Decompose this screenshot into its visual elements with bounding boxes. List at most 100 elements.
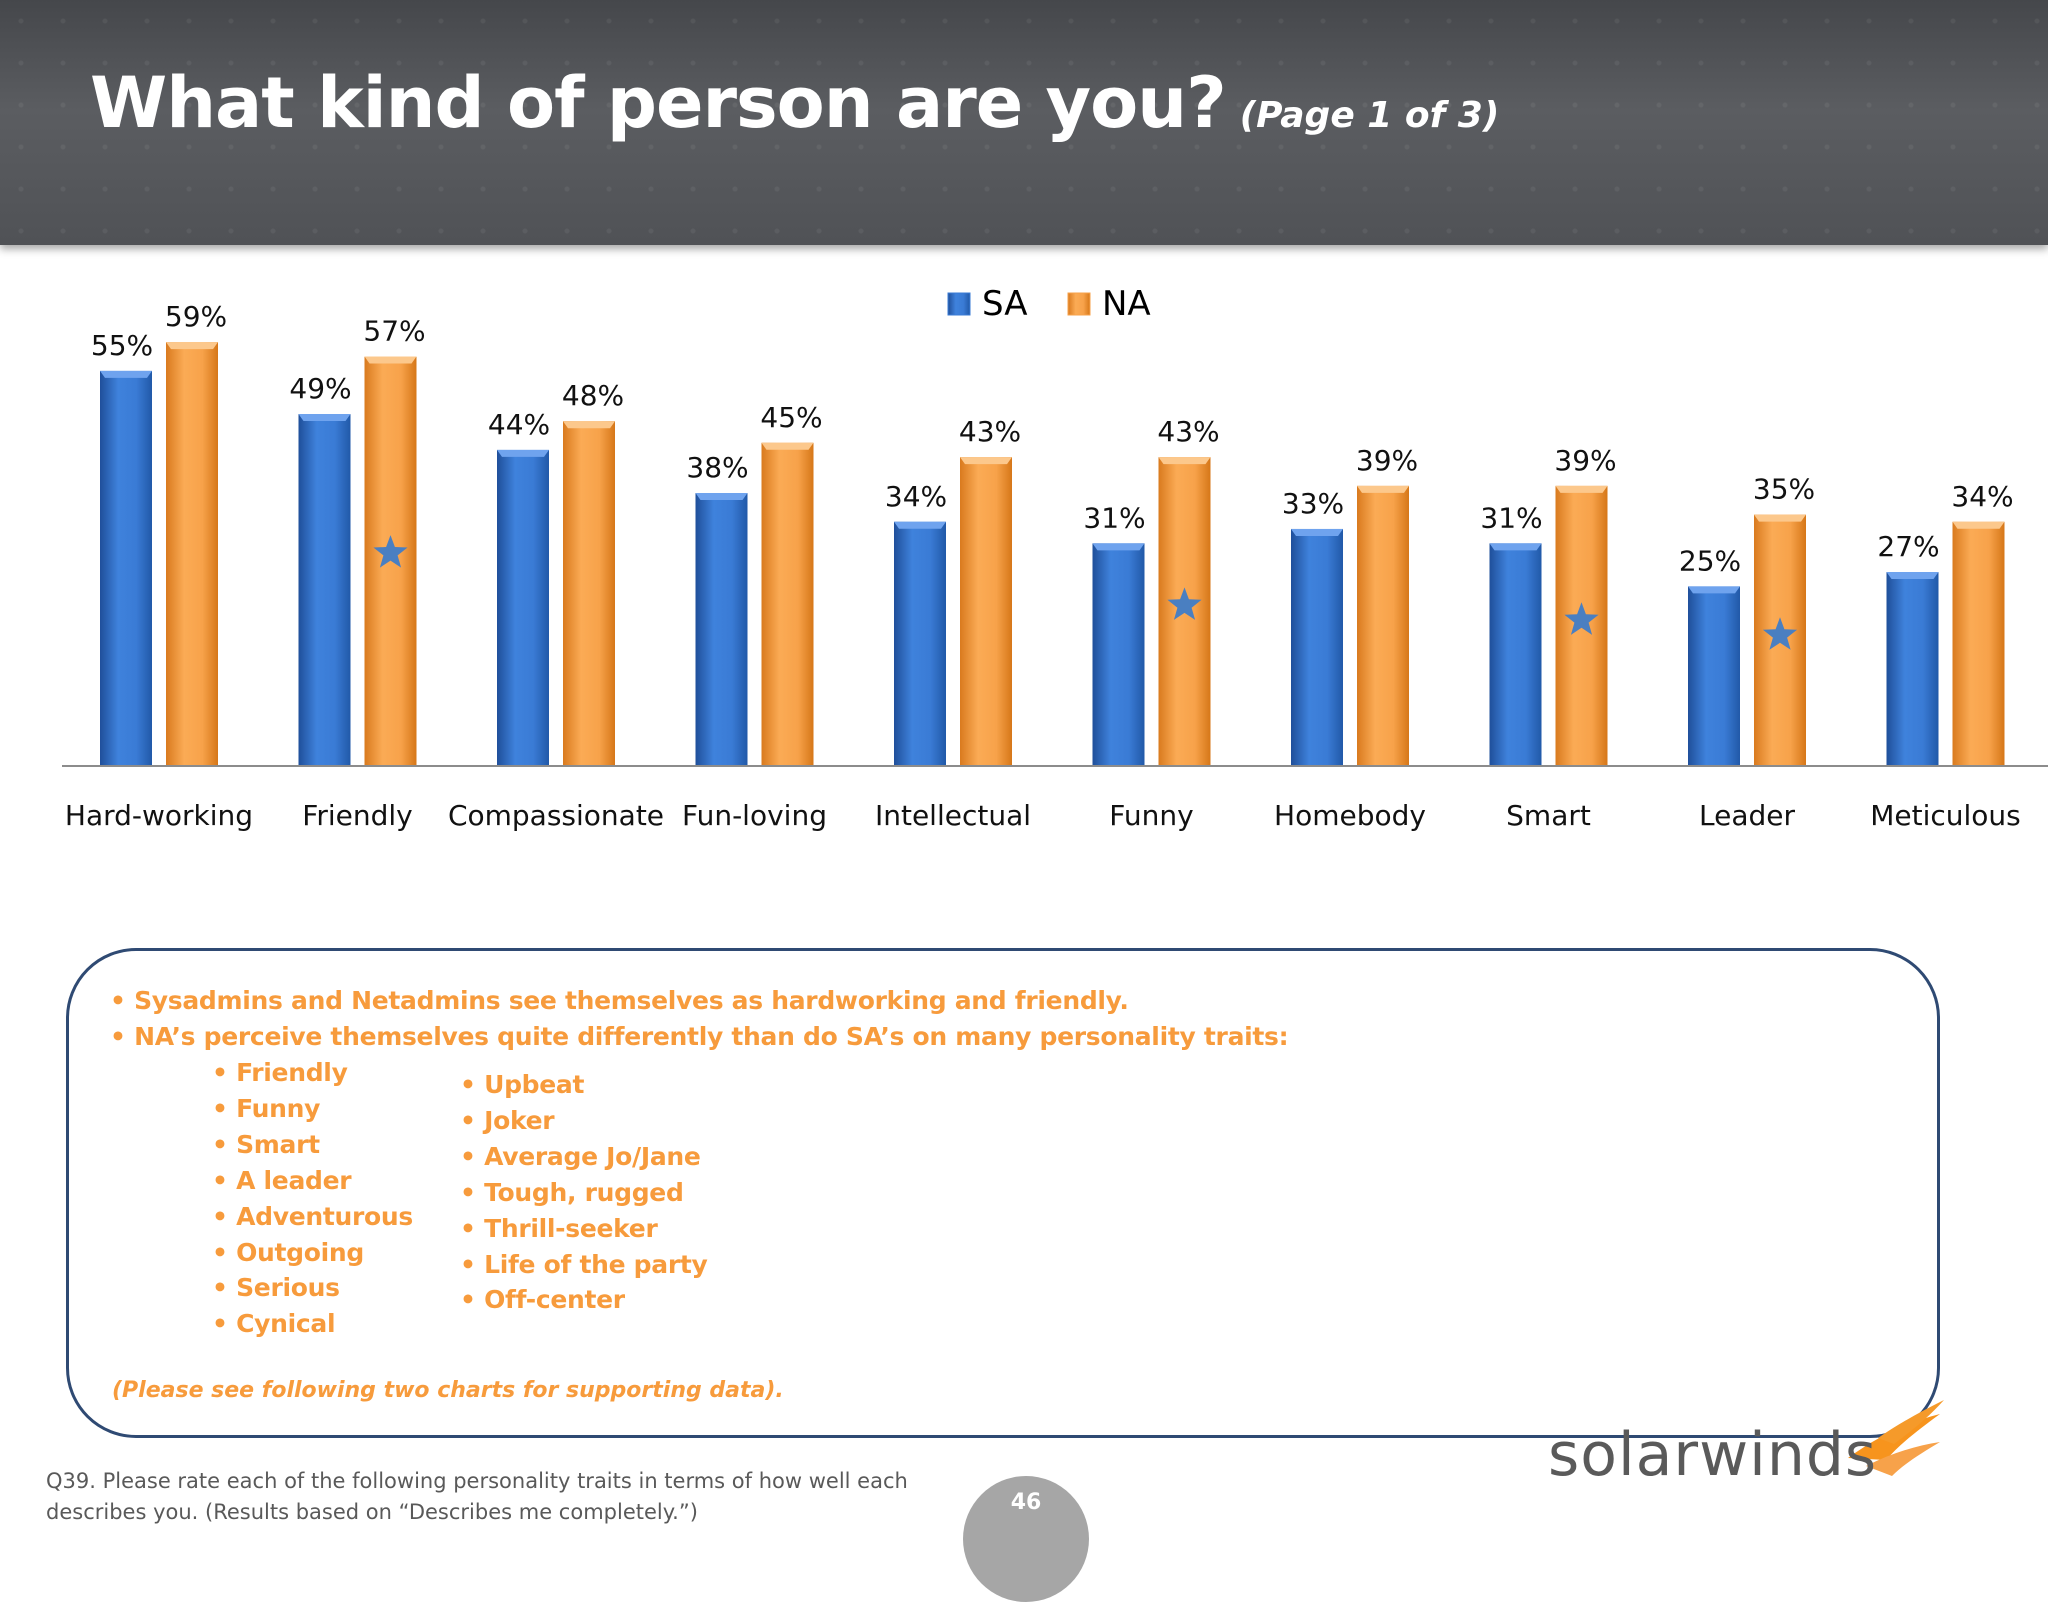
category-label-friendly: Friendly (302, 799, 412, 832)
bar-sa-fun-loving (695, 493, 748, 766)
value-label-na-intellectual: 43% (959, 415, 1021, 448)
bar-na-intellectual (960, 457, 1012, 766)
bar-cap-na-intellectual (960, 457, 1012, 465)
title-text: What kind of person are you? (90, 62, 1227, 144)
bar-cap-sa-meticulous (1886, 572, 1939, 580)
bar-cap-sa-friendly (298, 414, 351, 422)
category-label-homebody: Homebody (1274, 799, 1426, 832)
value-label-sa-intellectual: 34% (885, 480, 947, 513)
bar-cap-na-friendly (364, 356, 417, 364)
value-label-na-homebody: 39% (1356, 444, 1418, 477)
bar-cap-na-meticulous (1952, 521, 2005, 529)
bar-sa-leader (1688, 586, 1740, 766)
bar-na-compassionate (563, 421, 615, 766)
bar-sa-compassionate (497, 449, 549, 766)
bar-cap-sa-funny (1092, 543, 1145, 551)
page-number: 46 (1010, 1490, 1042, 1515)
finding-line-2: • NA’s perceive themselves quite differe… (110, 1022, 1289, 1051)
bar-cap-na-smart (1555, 485, 1608, 493)
bar-cap-sa-compassionate (497, 449, 549, 457)
title-banner: What kind of person are you? (Page 1 of 3… (0, 0, 2048, 245)
trait-left-item-3: • Smart (212, 1129, 320, 1159)
value-label-sa-leader: 25% (1679, 544, 1741, 577)
legend-swatch-sa (947, 292, 971, 316)
question-line-1: Q39. Please rate each of the following p… (46, 1469, 908, 1493)
legend-label-sa: SA (982, 284, 1027, 324)
trait-right-item-7: • Off-center (460, 1285, 625, 1315)
finding-line-1: • Sysadmins and Netadmins see themselves… (110, 986, 1129, 1015)
bar-cap-sa-fun-loving (695, 493, 748, 501)
bar-na-homebody (1357, 485, 1409, 766)
value-label-sa-hard-working: 55% (91, 329, 153, 362)
trait-right-item-3: • Average Jo/Jane (460, 1141, 701, 1171)
bar-cap-na-fun-loving (761, 442, 814, 450)
bar-sa-meticulous (1886, 572, 1939, 766)
significance-star-icon (1167, 587, 1202, 620)
value-label-sa-homebody: 33% (1282, 487, 1344, 520)
supporting-data-note: (Please see following two charts for sup… (112, 1378, 784, 1403)
trait-left-item-2: • Funny (212, 1093, 321, 1123)
bar-chart: SA NA 55% 59% 49% 57% 44% 48% 38% 45% 34% 43% 31% 43… (62, 284, 2048, 832)
value-label-na-funny: 43% (1157, 415, 1219, 448)
category-label-hard-working: Hard-working (65, 799, 253, 832)
trait-left-item-5: • Adventurous (212, 1201, 414, 1231)
category-label-intellectual: Intellectual (875, 799, 1031, 832)
findings-callout-box (66, 948, 1940, 1438)
significance-star-icon (373, 535, 408, 568)
value-label-na-meticulous: 34% (1951, 480, 2013, 513)
question-line-2: describes you. (Results based on “Descri… (46, 1500, 698, 1524)
value-label-na-friendly: 57% (363, 315, 425, 348)
bar-cap-sa-leader (1688, 586, 1740, 594)
bar-sa-homebody (1291, 528, 1343, 766)
trait-left-item-7: • Serious (212, 1273, 340, 1303)
value-label-na-fun-loving: 45% (760, 401, 822, 434)
banner-texture (0, 0, 2048, 245)
category-label-fun-loving: Fun-loving (682, 799, 827, 832)
bar-cap-na-leader (1754, 514, 1806, 522)
bar-na-hard-working (166, 342, 218, 766)
significance-star-icon (1564, 602, 1599, 635)
trait-right-item-4: • Tough, rugged (460, 1177, 684, 1207)
value-label-na-smart: 39% (1554, 444, 1616, 477)
bar-cap-na-funny (1158, 457, 1211, 465)
bar-na-fun-loving (761, 442, 814, 766)
trait-right-item-6: • Life of the party (460, 1249, 708, 1279)
slide-title: What kind of person are you? (Page 1 of 3… (90, 62, 1499, 144)
slide-subtitle: (Page 1 of 3) (1239, 95, 1500, 136)
trait-right-item-1: • Upbeat (460, 1070, 585, 1099)
significance-star-icon (1762, 617, 1798, 650)
bar-na-meticulous (1952, 521, 2005, 766)
trait-left-item-4: • A leader (212, 1165, 352, 1195)
solarwinds-logo-text: solarwinds (1548, 1420, 1878, 1490)
value-label-sa-smart: 31% (1480, 501, 1542, 534)
bar-na-friendly (364, 356, 417, 766)
trait-right-item-5: • Thrill-seeker (460, 1213, 658, 1243)
bar-cap-na-homebody (1357, 485, 1409, 493)
bar-cap-sa-homebody (1291, 528, 1343, 536)
category-label-funny: Funny (1109, 799, 1193, 832)
trait-left-item-8: • Cynical (212, 1309, 336, 1339)
bar-cap-sa-intellectual (894, 521, 946, 529)
chart-legend: SA NA (947, 284, 1151, 324)
trait-right-item-2: • Joker (460, 1105, 555, 1135)
value-label-na-compassionate: 48% (562, 379, 624, 412)
solarwinds-logo-icon (1848, 1400, 1944, 1476)
value-label-sa-friendly: 49% (289, 372, 351, 405)
chart-bars: 55% 59% 49% 57% 44% 48% 38% 45% 34% 43% 31% 43% 33% 3… (91, 300, 2014, 766)
category-label-compassionate: Compassionate (448, 799, 664, 832)
question-footnote: Q39. Please rate each of the following p… (46, 1466, 946, 1528)
bar-sa-funny (1092, 543, 1145, 766)
bar-sa-intellectual (894, 521, 946, 766)
value-label-na-hard-working: 59% (165, 300, 227, 333)
bar-cap-na-hard-working (166, 342, 218, 350)
value-label-sa-meticulous: 27% (1877, 530, 1939, 563)
bar-sa-friendly (298, 414, 351, 766)
bar-sa-smart (1489, 543, 1542, 766)
bar-cap-na-compassionate (563, 421, 615, 429)
bar-cap-sa-smart (1489, 543, 1542, 551)
bar-cap-sa-hard-working (100, 370, 152, 378)
value-label-sa-compassionate: 44% (488, 408, 550, 441)
category-labels: Hard-working Friendly Compassionate Fun-lov… (65, 799, 2021, 832)
legend-swatch-na (1067, 292, 1091, 316)
bar-sa-hard-working (100, 370, 152, 766)
